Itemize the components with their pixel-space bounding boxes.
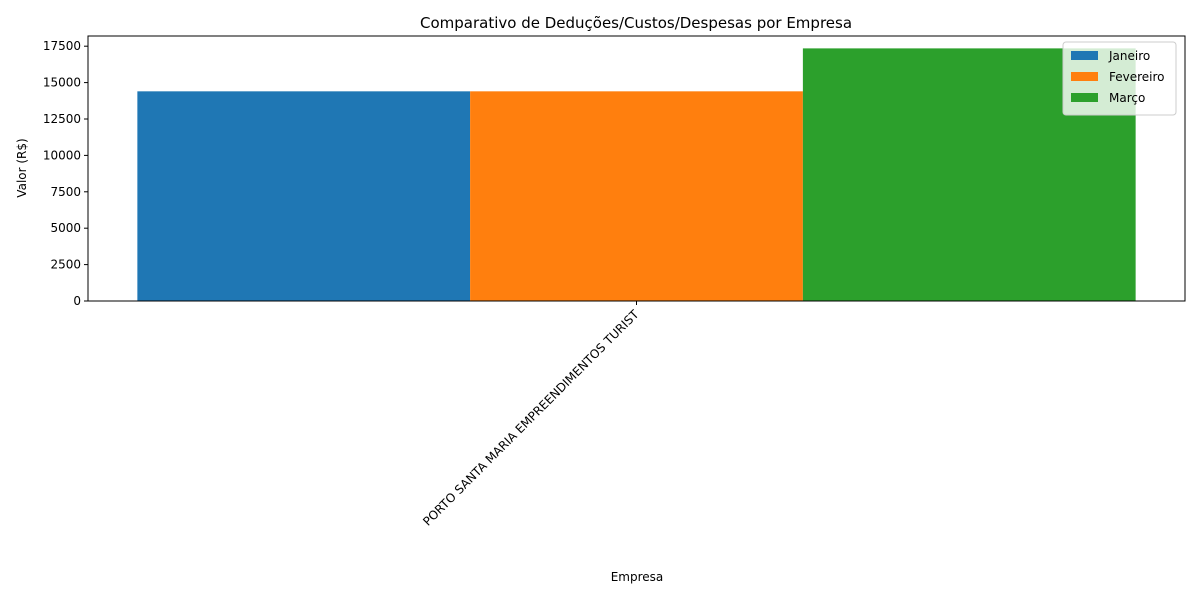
legend-label: Janeiro [1108,49,1150,63]
legend-swatch [1071,93,1098,102]
legend-swatch [1071,72,1098,81]
x-axis-label: Empresa [611,570,664,584]
legend-label: Março [1109,91,1145,105]
y-axis: 0 2500 5000 7500 10000 12500 15000 17500 [43,39,88,308]
legend: Janeiro Fevereiro Março [1062,41,1177,116]
y-tick-label: 5000 [50,221,81,235]
y-axis-label: Valor (R$) [15,138,29,197]
y-tick-label: 15000 [43,76,81,90]
y-tick-label: 2500 [50,258,81,272]
y-tick-label: 7500 [50,185,81,199]
y-tick-label: 10000 [43,148,81,162]
legend-label: Fevereiro [1109,70,1165,84]
y-tick-label: 12500 [43,112,81,126]
chart-title: Comparativo de Deduções/Custos/Despesas … [420,14,852,32]
legend-swatch [1071,51,1098,60]
y-tick-label: 17500 [43,39,81,53]
bar-janeiro [137,91,471,301]
y-tick-label: 0 [73,294,81,308]
bar-fevereiro [470,91,803,301]
